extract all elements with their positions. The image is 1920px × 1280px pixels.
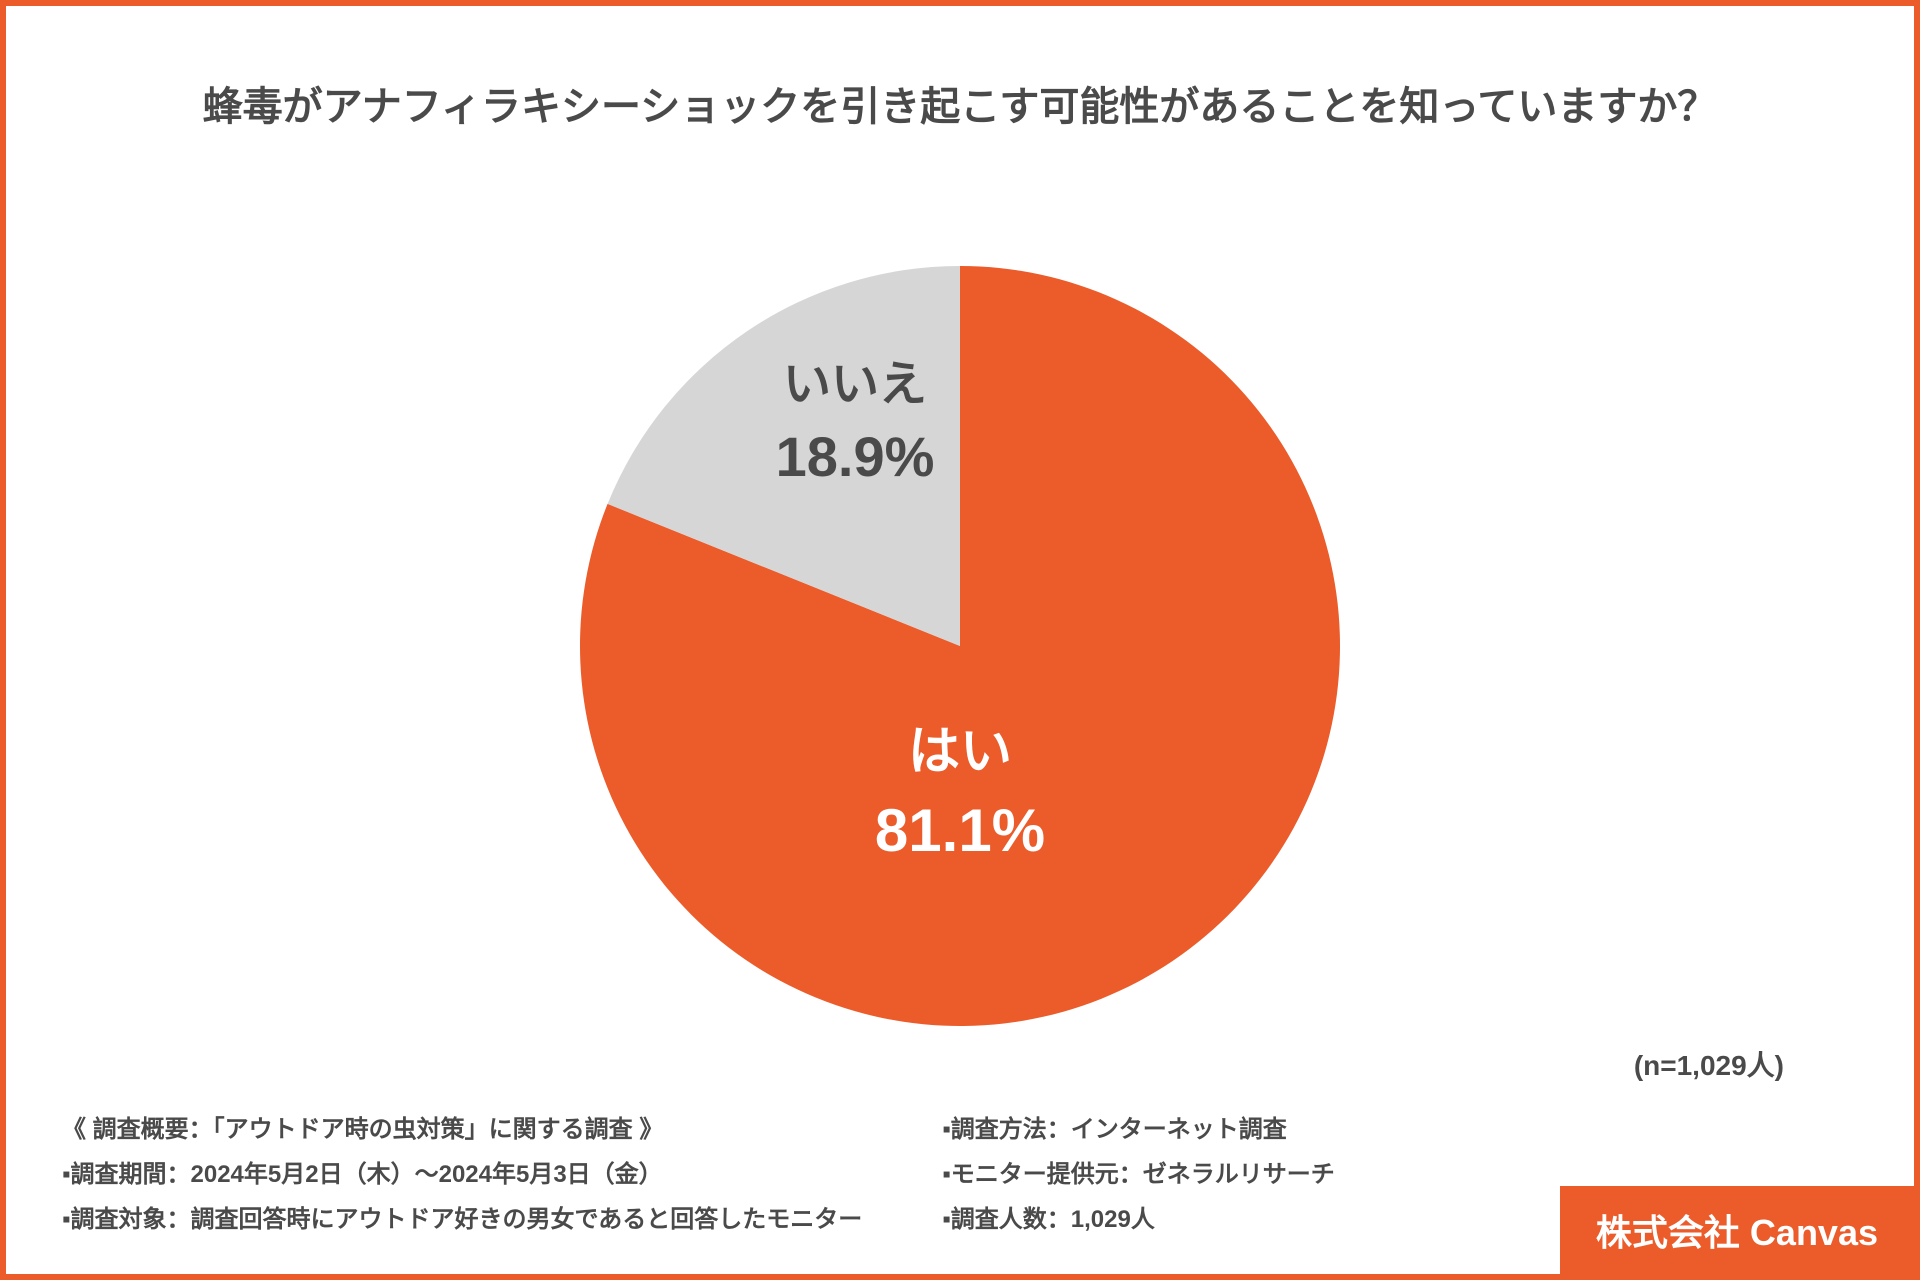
meta-line: 《 調査概要：「アウトドア時の虫対策」に関する調査 》 <box>62 1109 862 1144</box>
meta-line: ▪調査対象：調査回答時にアウトドア好きの男女であると回答したモニター <box>62 1199 862 1234</box>
meta-line: ▪調査人数：1,029人 <box>942 1199 1335 1234</box>
meta-line: ▪調査期間：2024年5月2日（木）～2024年5月3日（金） <box>62 1154 862 1189</box>
meta-line: ▪モニター提供元：ゼネラルリサーチ <box>942 1154 1335 1189</box>
meta-line: ▪調査方法：インターネット調査 <box>942 1109 1335 1144</box>
slice-label: いいえ18.9% <box>776 351 935 497</box>
company-logo: 株式会社 Canvas <box>1560 1186 1914 1274</box>
infographic-frame: 蜂毒がアナフィラキシーショックを引き起こす可能性があることを知っていますか？ は… <box>0 0 1920 1280</box>
pie-chart: はい81.1% いいえ18.9% <box>580 266 1340 1026</box>
meta-right-col: ▪調査方法：インターネット調査 ▪モニター提供元：ゼネラルリサーチ ▪調査人数：1,… <box>942 1109 1335 1234</box>
slice-label: はい81.1% <box>875 716 1045 873</box>
pie-svg <box>580 266 1340 1026</box>
meta-left-col: 《 調査概要：「アウトドア時の虫対策」に関する調査 》 ▪調査期間：2024年5月… <box>62 1109 862 1234</box>
chart-title: 蜂毒がアナフィラキシーショックを引き起こす可能性があることを知っていますか？ <box>6 74 1914 132</box>
sample-size: (n=1,029人) <box>1634 1044 1784 1084</box>
